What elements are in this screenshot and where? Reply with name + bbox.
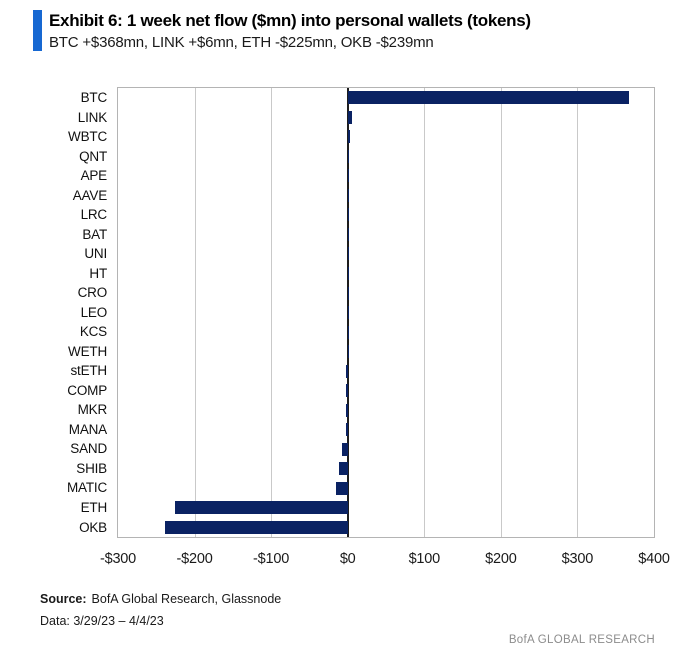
y-tick-label-LRC: LRC [80, 207, 108, 223]
y-tick-label-SHIB: SHIB [76, 460, 107, 476]
bar-MKR [346, 403, 348, 417]
x-axis-labels: -$300 -$200 -$100 $0 $100 $200 $300 $400 [0, 551, 689, 573]
bar-KCS [347, 325, 350, 339]
bar-WETH [347, 345, 350, 358]
gridline [500, 88, 502, 537]
bar-APE [347, 169, 350, 183]
y-tick-label-LEO: LEO [80, 304, 108, 320]
gridline [424, 88, 426, 537]
bar-MANA [346, 423, 348, 437]
bar-SHIB [338, 462, 348, 476]
exhibit-title: Exhibit 6: 1 week net flow ($mn) into pe… [49, 11, 531, 30]
y-tick-label-COMP: COMP [67, 382, 107, 398]
bar-LEO [347, 306, 350, 319]
bar-BAT [347, 227, 350, 241]
y-tick-label-ETH: ETH [80, 500, 108, 515]
x-tick-label: $400 [638, 551, 670, 567]
bar-LRC [347, 208, 350, 222]
title-accent-bar [33, 10, 42, 52]
data-range-line: Data: 3/29/23 – 4/4/23 [40, 613, 164, 628]
y-tick-label-MANA: MANA [68, 421, 107, 437]
bar-COMP [346, 384, 348, 398]
bar-BTC [347, 91, 630, 105]
y-tick-label-BAT: BAT [82, 226, 107, 242]
y-tick-label-APE: APE [80, 168, 108, 184]
bar-UNI [347, 247, 350, 261]
x-tick-label: $0 [339, 551, 356, 567]
y-tick-label-AAVE: AAVE [72, 187, 107, 203]
x-tick-label: -$100 [253, 551, 290, 567]
x-tick-label: -$300 [99, 551, 137, 567]
bar-SAND [342, 442, 348, 456]
bar-CRO [347, 286, 350, 300]
bar-stETH [346, 364, 348, 378]
gridline [271, 88, 273, 537]
x-tick-label: $100 [408, 551, 441, 567]
y-tick-label-QNT: QNT [79, 148, 107, 164]
gridline [577, 88, 579, 537]
bar-MATIC [336, 481, 348, 495]
y-tick-label-SAND: SAND [70, 441, 107, 457]
header-text-block: Exhibit 6: 1 week net flow ($mn) into pe… [49, 10, 531, 51]
y-tick-label-MKR: MKR [77, 402, 108, 418]
exhibit-header: Exhibit 6: 1 week net flow ($mn) into pe… [33, 10, 531, 52]
plot-area [117, 87, 655, 538]
y-tick-label-CRO: CRO [77, 285, 108, 301]
y-axis-labels: BTC LINK WBTC QNT APE AAVE LRC BAT UNI HT CRO LEO KC… [0, 87, 107, 538]
y-tick-label-HT: HT [89, 265, 107, 281]
gridline [194, 88, 196, 537]
bar-LINK [347, 110, 353, 124]
x-tick-label: $300 [561, 551, 594, 567]
y-tick-label-WBTC: WBTC [68, 129, 107, 144]
source-label: Source: [40, 592, 87, 606]
bar-OKB [164, 520, 348, 534]
exhibit-subtitle: BTC +$368mn, LINK +$6mn, ETH -$225mn, OK… [49, 34, 434, 52]
y-tick-label-KCS: KCS [79, 324, 107, 340]
bar-AAVE [347, 188, 350, 202]
bar-ETH [175, 501, 348, 515]
bar-HT [347, 267, 350, 280]
bar-QNT [347, 149, 350, 163]
footer: Source: BofA Global Research, Glassnode D… [40, 589, 281, 633]
y-tick-label-UNI: UNI [84, 246, 107, 262]
y-tick-label-OKB: OKB [79, 519, 107, 535]
source-line: Source: BofA Global Research, Glassnode [40, 589, 281, 611]
bar-WBTC [347, 130, 350, 144]
y-tick-label-MATIC: MATIC [67, 480, 107, 496]
y-tick-label-WETH: WETH [68, 343, 107, 359]
y-tick-label-BTC: BTC [80, 90, 108, 105]
source-text: BofA Global Research, Glassnode [91, 592, 282, 606]
x-tick-label: $200 [485, 551, 517, 567]
y-tick-label-stETH: stETH [70, 363, 107, 379]
x-tick-label: -$200 [176, 551, 213, 567]
y-tick-label-LINK: LINK [77, 109, 107, 125]
bofa-brand-mark: BofA GLOBAL RESEARCH [508, 634, 655, 646]
